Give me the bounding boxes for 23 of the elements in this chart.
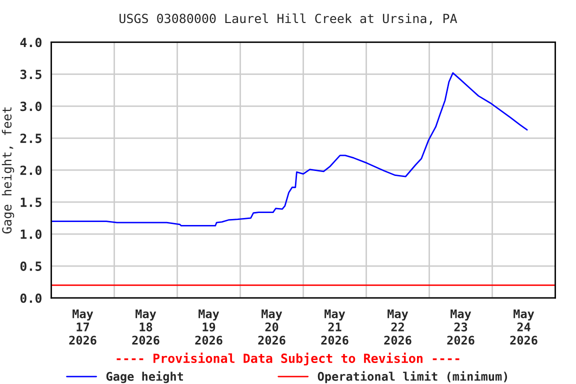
y-tick-label: 3.5 (20, 70, 42, 80)
y-tick-label: 1.5 (20, 198, 42, 208)
x-tick-label: May 18 2026 (132, 309, 160, 345)
x-tick-label: May 17 2026 (69, 309, 96, 345)
x-tick-label: May 23 2026 (447, 309, 474, 345)
line-series (51, 72, 528, 226)
x-tick-label: May 19 2026 (195, 309, 222, 345)
y-axis-title: Gage height, feet (2, 107, 14, 234)
legend-label: Gage height (106, 371, 183, 384)
y-tick-label: 2.5 (20, 134, 42, 144)
x-tick-label: May 21 2026 (321, 309, 348, 345)
y-tick-label: 3.0 (20, 102, 42, 112)
y-tick-label: 1.0 (20, 230, 42, 239)
x-tick-label: May 24 2026 (510, 309, 538, 345)
x-tick-label: May 22 2026 (384, 309, 412, 345)
y-tick-label: 0.0 (20, 293, 42, 303)
x-tick-label: May 20 2026 (258, 309, 286, 345)
y-tick-label: 4.0 (20, 38, 42, 48)
text: ---- Provisional Data Subject to Revision ---- (116, 352, 460, 366)
y-tick-label: 2.0 (20, 166, 42, 176)
chart-title: USGS 03080000 Laurel Hill Creek at Ursina, PA (120, 13, 458, 25)
y-tick-label: 0.5 (20, 261, 42, 271)
legend-label: Operational limit (minimum) (318, 371, 508, 384)
